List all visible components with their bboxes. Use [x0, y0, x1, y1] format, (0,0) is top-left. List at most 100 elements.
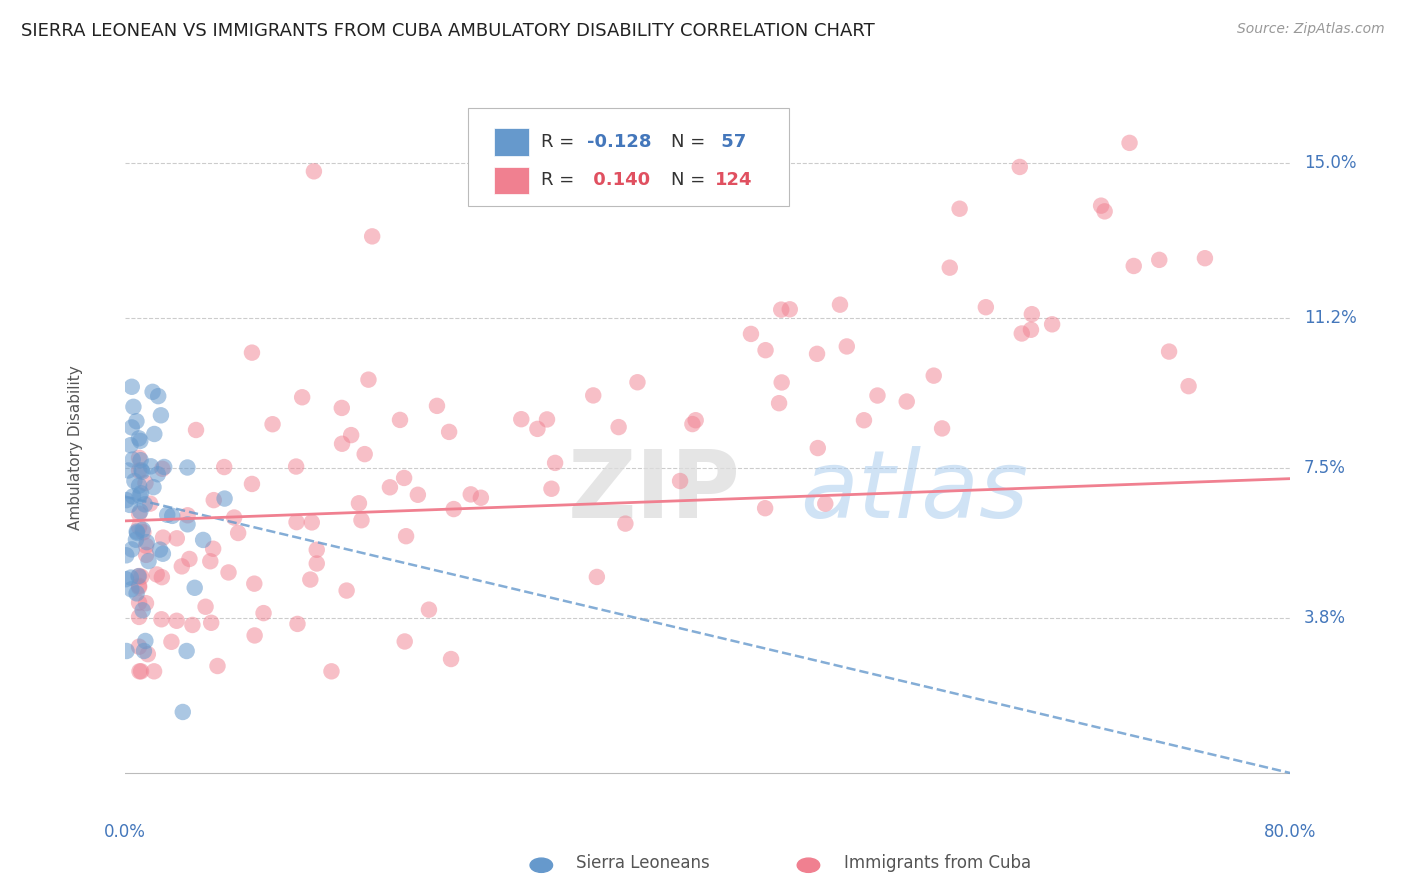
Point [127, 569, 149, 583]
Point [378, 480, 401, 494]
Point [685, 413, 707, 427]
Point [166, 614, 188, 628]
Point [183, 581, 205, 595]
Point [607, 420, 630, 434]
Point [1094, 204, 1116, 219]
Point [214, 491, 236, 506]
Point [1008, 160, 1031, 174]
Point [115, 549, 138, 563]
Point [202, 541, 225, 556]
Point [128, 569, 150, 583]
Text: 57: 57 [716, 133, 747, 151]
Point [172, 705, 194, 719]
Point [388, 413, 411, 427]
Point [128, 489, 150, 503]
Point [252, 606, 274, 620]
Point [160, 635, 183, 649]
Point [291, 390, 314, 404]
Point [160, 508, 183, 523]
Point [124, 474, 146, 488]
Point [226, 526, 249, 541]
Point [115, 493, 138, 508]
Point [134, 634, 156, 648]
Point [852, 413, 875, 427]
Bar [494, 128, 529, 156]
Point [301, 516, 323, 530]
Point [128, 431, 150, 445]
Point [1040, 318, 1063, 332]
Point [117, 463, 139, 477]
Point [166, 531, 188, 545]
Point [395, 529, 418, 543]
Point [135, 548, 157, 562]
Point [131, 570, 153, 584]
Point [347, 496, 370, 510]
Point [207, 659, 229, 673]
Point [135, 539, 157, 553]
Point [262, 417, 284, 432]
Point [176, 508, 198, 523]
Point [770, 302, 793, 317]
Point [118, 498, 141, 512]
Text: R =: R = [540, 133, 579, 151]
Point [768, 396, 790, 410]
Text: Source: ZipAtlas.com: Source: ZipAtlas.com [1237, 22, 1385, 37]
Point [1021, 307, 1043, 321]
Point [131, 465, 153, 479]
Point [321, 665, 343, 679]
Point [544, 456, 567, 470]
Point [134, 497, 156, 511]
Point [1194, 251, 1216, 265]
Point [212, 460, 235, 475]
Point [129, 434, 152, 448]
Point [128, 665, 150, 679]
Text: 7.5%: 7.5% [1303, 459, 1346, 477]
Point [302, 164, 325, 178]
Point [153, 460, 176, 475]
Point [139, 459, 162, 474]
Point [814, 497, 837, 511]
Point [1090, 199, 1112, 213]
Point [135, 596, 157, 610]
Point [181, 618, 204, 632]
Point [1011, 326, 1033, 341]
Point [129, 453, 152, 467]
Point [202, 493, 225, 508]
FancyBboxPatch shape [468, 108, 789, 206]
Point [139, 497, 162, 511]
Point [779, 302, 801, 317]
Point [121, 452, 143, 467]
Point [135, 535, 157, 549]
Point [122, 400, 145, 414]
Point [200, 615, 222, 630]
Point [131, 603, 153, 617]
Point [125, 525, 148, 540]
Point [128, 579, 150, 593]
Point [150, 462, 173, 476]
Text: 124: 124 [716, 171, 754, 189]
Point [125, 586, 148, 600]
Point [132, 523, 155, 537]
Point [179, 552, 201, 566]
Point [243, 576, 266, 591]
Point [121, 542, 143, 557]
Point [305, 557, 328, 571]
Point [536, 412, 558, 426]
Point [121, 420, 143, 434]
Point [142, 384, 165, 399]
Point [148, 389, 170, 403]
Point [357, 373, 380, 387]
Point [669, 474, 692, 488]
Text: ZIP: ZIP [568, 446, 741, 538]
Point [460, 487, 482, 501]
Point [149, 409, 172, 423]
Point [770, 376, 793, 390]
Point [931, 421, 953, 435]
Point [361, 229, 384, 244]
Point [129, 665, 152, 679]
Point [353, 447, 375, 461]
Point [287, 616, 309, 631]
Text: Sierra Leoneans: Sierra Leoneans [576, 855, 710, 872]
Point [128, 640, 150, 654]
Text: atlas: atlas [800, 446, 1029, 537]
